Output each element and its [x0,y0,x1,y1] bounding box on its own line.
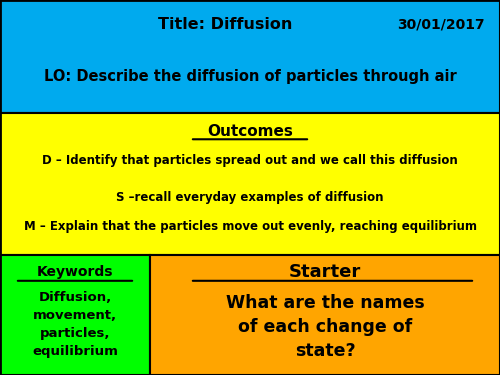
FancyBboxPatch shape [0,255,150,375]
FancyBboxPatch shape [0,0,500,112]
Text: Keywords: Keywords [37,265,113,279]
Text: S –recall everyday examples of diffusion: S –recall everyday examples of diffusion [116,192,384,204]
Text: D – Identify that particles spread out and we call this diffusion: D – Identify that particles spread out a… [42,154,458,168]
FancyBboxPatch shape [0,112,500,255]
Text: Outcomes: Outcomes [207,123,293,138]
Text: Diffusion,
movement,
particles,
equilibrium: Diffusion, movement, particles, equilibr… [32,291,118,358]
FancyBboxPatch shape [150,255,500,375]
Text: 30/01/2017: 30/01/2017 [398,18,485,32]
Text: Starter: Starter [289,263,361,281]
Text: LO: Describe the diffusion of particles through air: LO: Describe the diffusion of particles … [44,69,457,84]
Text: M – Explain that the particles move out evenly, reaching equilibrium: M – Explain that the particles move out … [24,220,476,233]
Text: What are the names
of each change of
state?: What are the names of each change of sta… [226,294,424,360]
Text: Title: Diffusion: Title: Diffusion [158,17,292,32]
